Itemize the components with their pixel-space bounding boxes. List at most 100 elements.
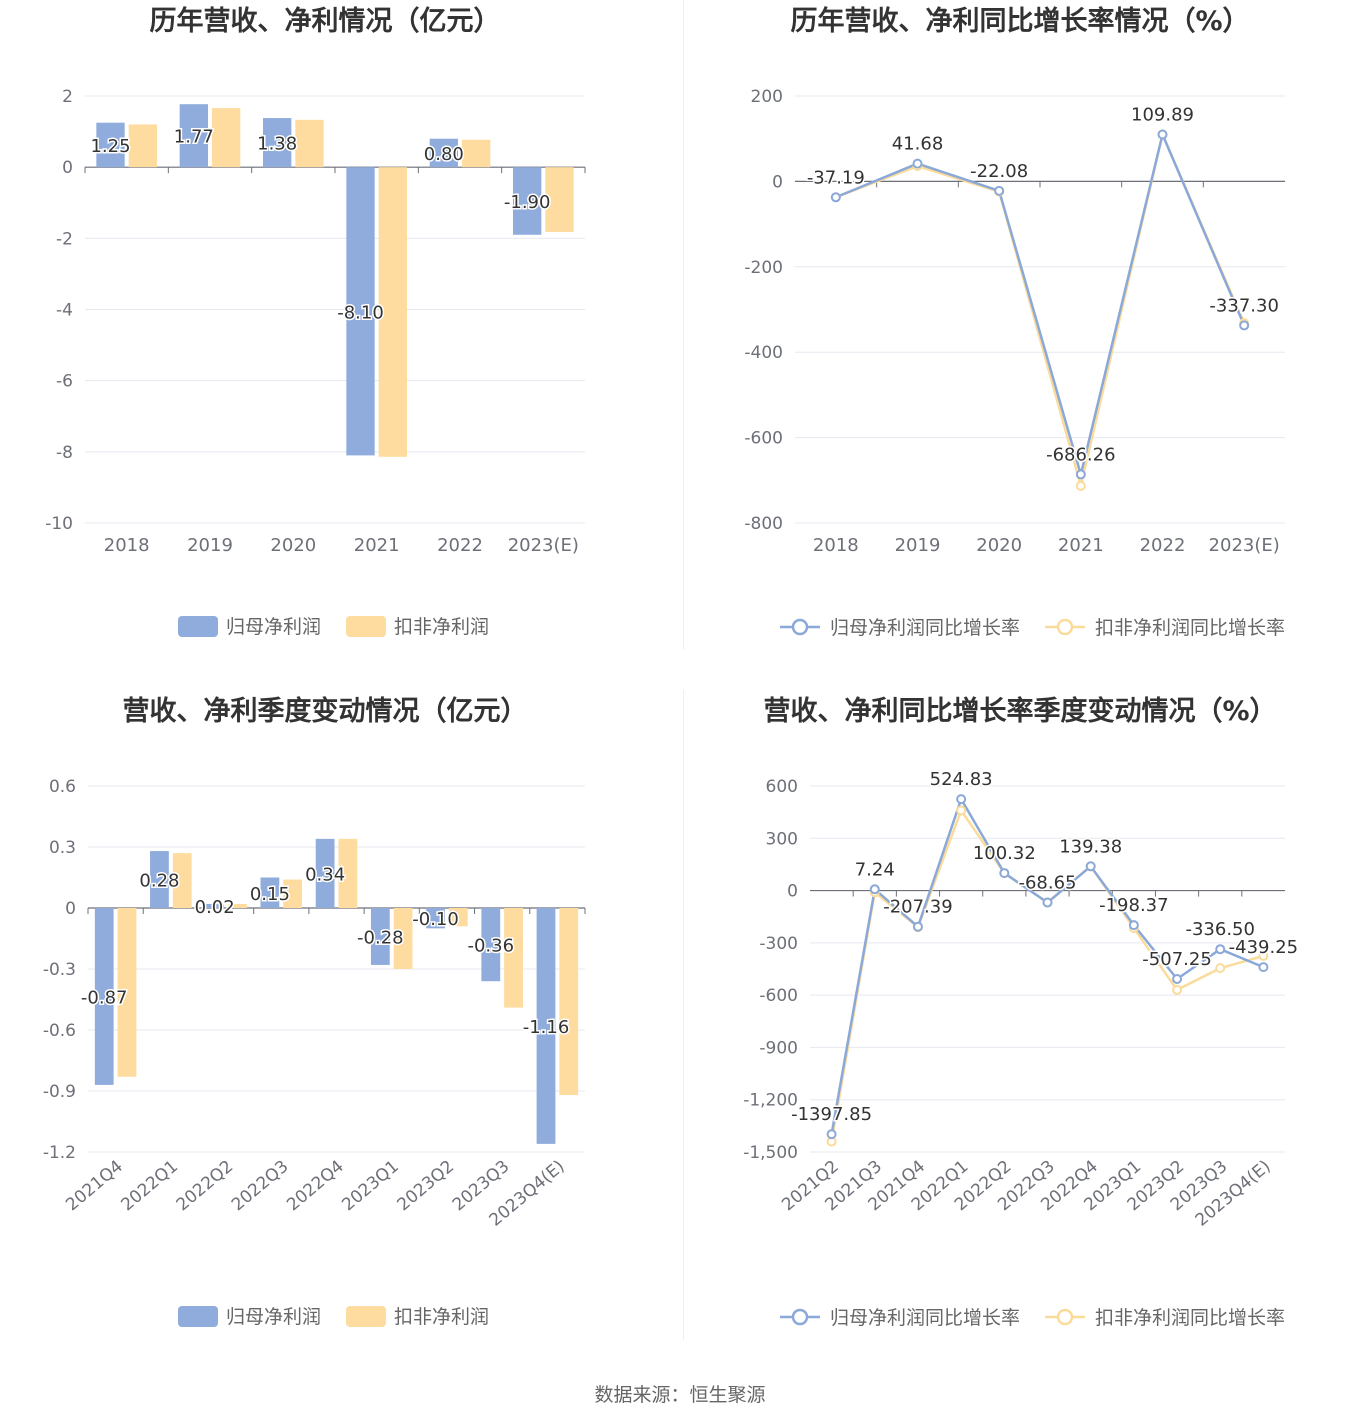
data-label: -1.16	[523, 1017, 570, 1038]
legend-swatch-marker	[1056, 1308, 1074, 1326]
x-tick-label: 2022Q2	[173, 1157, 238, 1216]
x-tick-label: 2020	[270, 535, 316, 556]
x-tick-label: 2018	[104, 535, 150, 556]
point-net-growth	[994, 185, 1005, 196]
x-tick-label: 2023(E)	[508, 535, 579, 556]
bar-deducted-profit	[504, 908, 523, 1008]
legend-label: 归母净利润	[226, 1306, 321, 1328]
data-label: 524.83	[930, 769, 993, 790]
divider-top	[683, 0, 684, 650]
data-label: -1.90	[504, 192, 551, 213]
y-tick-label: -400	[744, 343, 783, 363]
bar-deducted-profit	[393, 908, 413, 969]
legend-label: 扣非净利润同比增长率	[1095, 1307, 1285, 1329]
point-net-growth	[1085, 861, 1096, 872]
legend-swatch	[346, 616, 386, 637]
data-label: 7.24	[855, 859, 895, 880]
y-tick-label: -1,500	[743, 1143, 798, 1163]
data-label: 0.80	[424, 144, 464, 165]
data-label: -207.39	[883, 897, 952, 918]
point-net-growth	[1075, 469, 1086, 480]
bar-deducted-profit	[128, 124, 157, 168]
y-tick-label: -4	[56, 301, 73, 321]
x-tick-label: 2023Q2	[394, 1157, 459, 1216]
y-tick-label: -0.3	[43, 960, 76, 980]
y-tick-label: -200	[744, 258, 783, 278]
y-tick-label: 200	[751, 87, 783, 107]
point-net-growth	[1157, 129, 1168, 140]
panel-annual-profit: 历年营收、净利情况（亿元） 2 0 -2 -4 -6 -8 -10 2018 2019 2020 20…	[0, 0, 680, 690]
chart-annual-growth: 历年营收、净利同比增长率情况（%） 200 0 -200 -400 -600 -800 201…	[744, 5, 1285, 639]
y-tick-label: -300	[759, 934, 798, 954]
data-label: 0.15	[250, 884, 290, 905]
divider-bottom	[683, 690, 684, 1340]
panel-quarterly-growth: 营收、净利同比增长率季度变动情况（%） 600 300 0 -300 -600 -900 -1…	[680, 690, 1360, 1380]
y-tick-label: -600	[744, 429, 783, 449]
y-tick-label: 2	[62, 87, 73, 107]
legend-swatch	[178, 1306, 218, 1327]
point-net-growth	[956, 794, 967, 805]
y-tick-label: 0.3	[49, 838, 76, 858]
bar-deducted-profit	[378, 167, 407, 457]
x-tick-label: 2023Q1	[338, 1157, 403, 1216]
point-net-growth	[1172, 973, 1183, 984]
data-label: -0.87	[81, 987, 128, 1008]
bar-deducted-profit	[212, 108, 241, 168]
data-source-note: 数据来源：恒生聚源	[594, 1384, 766, 1406]
x-tick-label: 2021	[1058, 535, 1104, 556]
bar-net-profit	[370, 908, 390, 965]
bar-net-profit	[481, 908, 501, 982]
data-label: -37.19	[807, 167, 865, 188]
x-tick-label: 2019	[895, 535, 941, 556]
y-tick-label: 0	[772, 172, 783, 192]
bar-net-profit	[260, 877, 280, 908]
point-deducted-growth	[1215, 963, 1226, 974]
bar-deducted-profit	[545, 167, 574, 232]
data-label: 100.32	[973, 843, 1036, 864]
bar-deducted-profit	[448, 908, 468, 927]
x-tick-label: 2022Q3	[228, 1157, 293, 1216]
data-label: -439.25	[1229, 937, 1298, 958]
point-deducted-growth	[1172, 984, 1183, 995]
data-label: -0.28	[357, 927, 404, 948]
data-label: 109.89	[1131, 104, 1194, 125]
data-label: 41.68	[892, 134, 944, 155]
data-label: -198.37	[1099, 895, 1168, 916]
chart-annual-profit: 历年营收、净利情况（亿元） 2 0 -2 -4 -6 -8 -10 2018 2019 2020 20…	[45, 5, 586, 638]
data-label: 0.28	[139, 871, 179, 892]
bar-deducted-profit	[559, 908, 579, 1096]
bar-net-profit	[94, 908, 114, 1085]
bar-deducted-profit	[228, 903, 247, 908]
point-deducted-growth	[1258, 950, 1269, 961]
bar-net-profit	[179, 104, 208, 168]
point-deducted-growth	[1075, 480, 1086, 491]
data-label: -336.50	[1185, 919, 1254, 940]
point-net-growth	[1128, 920, 1139, 931]
y-tick-label: 0	[65, 899, 76, 919]
data-label: -0.36	[467, 936, 514, 957]
legend-label: 归母净利润	[226, 616, 321, 638]
point-net-growth	[912, 921, 923, 932]
chart-title: 营收、净利季度变动情况（亿元）	[123, 695, 528, 727]
y-tick-label: -1,200	[743, 1091, 798, 1111]
bar-net-profit	[315, 838, 335, 908]
bar-deducted-profit	[462, 139, 491, 168]
y-tick-label: 0	[62, 158, 73, 178]
chart-quarterly-growth: 营收、净利同比增长率季度变动情况（%） 600 300 0 -300 -600 -900 -1…	[743, 695, 1299, 1329]
data-label: -0.10	[412, 909, 459, 930]
data-label: -686.26	[1046, 444, 1115, 465]
y-tick-label: -0.9	[43, 1082, 76, 1102]
point-net-growth	[1215, 944, 1226, 955]
data-label: 0.34	[305, 864, 345, 885]
data-label: 0.02	[195, 897, 235, 918]
line-deducted-growth	[830, 807, 1264, 1142]
y-tick-label: -800	[744, 514, 783, 534]
legend-label: 扣非净利润同比增长率	[1095, 617, 1285, 639]
chart-title: 历年营收、净利情况（亿元）	[150, 5, 501, 37]
bar-net-profit	[429, 138, 458, 168]
legend-label: 归母净利润同比增长率	[830, 1307, 1020, 1329]
bar-net-profit	[205, 903, 225, 908]
bar-net-profit	[346, 167, 375, 456]
chart-quarterly-profit: 营收、净利季度变动情况（亿元）0.60.30-0.3-0.6-0.9-1.220…	[43, 695, 586, 1328]
x-tick-label: 2019	[187, 535, 233, 556]
